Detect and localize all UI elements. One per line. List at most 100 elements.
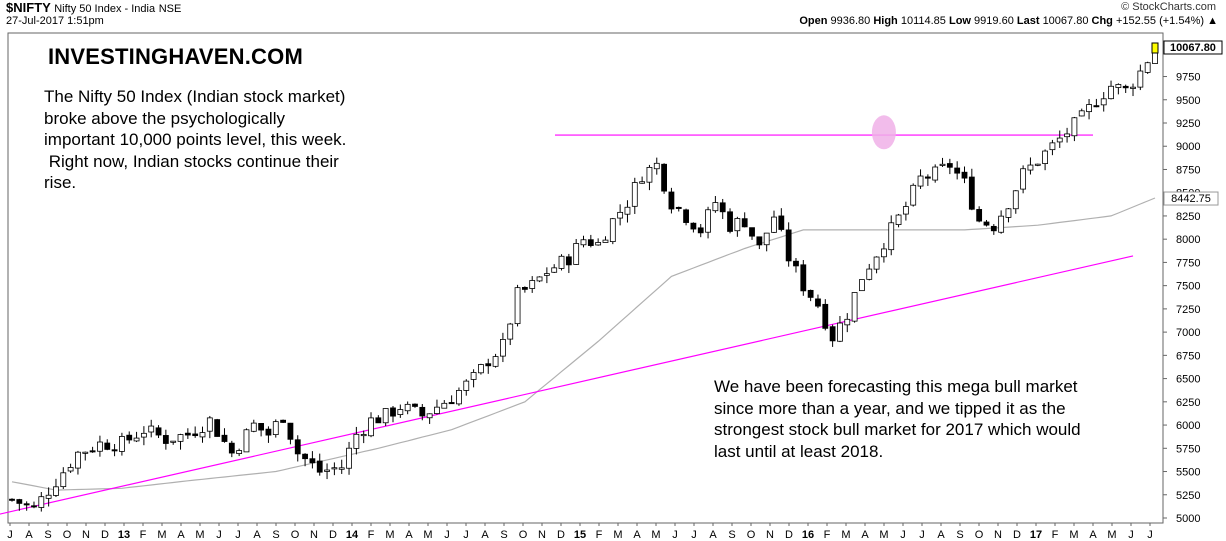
candle-body <box>727 211 733 232</box>
candle-body <box>580 239 587 246</box>
x-tick-label: A <box>633 529 641 541</box>
y-tick-label: 7750 <box>1176 257 1200 269</box>
y-tick-label: 5500 <box>1176 467 1200 479</box>
candle-body <box>558 255 565 269</box>
x-tick-label: D <box>785 529 793 541</box>
candle-body <box>470 372 477 380</box>
x-tick-label: F <box>140 529 147 541</box>
candle-body <box>199 432 206 438</box>
candle-body <box>45 494 52 499</box>
candle-body <box>968 176 975 210</box>
candle-body <box>500 339 506 357</box>
annotation-left-line: The Nifty 50 Index (Indian stock market) <box>44 87 346 106</box>
annotation-left-line: important 10,000 points level, this week… <box>44 130 347 149</box>
candle-body <box>16 499 23 504</box>
x-tick-label: A <box>253 529 261 541</box>
x-tick-label: F <box>824 529 831 541</box>
candle-body <box>1122 85 1129 89</box>
candle-body <box>1012 190 1019 210</box>
candle-body <box>1027 164 1034 171</box>
candle-body <box>697 227 704 234</box>
candle-body <box>126 434 133 441</box>
candle-body <box>895 214 902 225</box>
candle-body <box>9 498 15 501</box>
high-value: 10114.85 <box>900 15 946 27</box>
candle-body <box>155 427 162 436</box>
x-tick-label: J <box>7 529 13 541</box>
credit: © StockCharts.com <box>1121 1 1216 13</box>
y-tick-label: 5000 <box>1176 513 1200 525</box>
x-tick-label: O <box>63 529 72 541</box>
candle-body <box>983 221 990 226</box>
x-tick-label: D <box>1013 529 1021 541</box>
candle-body <box>902 206 909 215</box>
candle-body <box>888 222 895 251</box>
candle-body <box>119 436 125 452</box>
candle-body <box>250 422 257 432</box>
x-tick-label: M <box>879 529 888 541</box>
candle-body <box>258 423 265 431</box>
candle-body <box>353 433 360 449</box>
candle-body <box>741 218 748 228</box>
candle-body <box>294 439 301 455</box>
candle-body <box>170 440 177 443</box>
candle-body <box>829 326 836 342</box>
candle-body <box>859 279 865 292</box>
candle-body <box>763 232 770 246</box>
ma-label-box <box>1163 191 1219 206</box>
annotation-left-line: broke above the psychologically <box>44 108 285 128</box>
candle-body <box>1078 110 1085 117</box>
y-tick-label: 8250 <box>1176 211 1200 223</box>
candle-body <box>1108 85 1114 100</box>
y-tick-label: 7250 <box>1176 304 1200 316</box>
annotation-right-line: last until at least 2018. <box>714 441 884 461</box>
candle-body <box>1144 62 1151 73</box>
x-tick-label: O <box>519 529 528 541</box>
candle-body <box>976 209 983 222</box>
candle-body <box>419 406 426 417</box>
last-price-box <box>1163 40 1223 55</box>
candle-body <box>316 460 323 473</box>
y-tick-label: 9000 <box>1176 141 1200 153</box>
candle-body <box>609 218 616 242</box>
candle-body <box>192 433 199 437</box>
candle-body <box>924 176 931 179</box>
x-tick-label: M <box>423 529 432 541</box>
candle-body <box>1034 163 1041 166</box>
candle-body <box>778 215 785 230</box>
candle-body <box>397 409 404 415</box>
candle-body <box>331 467 338 470</box>
last-price-label: 10067.80 <box>1163 40 1223 55</box>
candle-body <box>133 437 140 442</box>
x-tick-label: 13 <box>118 529 130 541</box>
x-tick-label: J <box>444 529 450 541</box>
x-tick-label: M <box>841 529 850 541</box>
candle-body <box>338 467 345 470</box>
candle-body <box>177 434 184 442</box>
candle-body <box>851 292 858 322</box>
open-value: 9936.80 <box>830 15 871 27</box>
annotation-left-line: Right now, Indian stocks continue their <box>44 151 339 171</box>
candle-body <box>939 163 946 166</box>
plot-frame <box>7 32 1164 524</box>
candle-body <box>243 429 250 453</box>
candle-body <box>23 503 30 506</box>
candle-body <box>140 432 147 438</box>
candle-body <box>712 202 719 212</box>
candle-body <box>837 322 843 342</box>
candle-body <box>31 505 37 508</box>
x-tick-label: N <box>82 529 90 541</box>
candle-body <box>97 441 103 452</box>
moving-average-label: 8442.75 <box>1163 191 1219 206</box>
support-trendline <box>0 255 1134 515</box>
x-tick-label: 16 <box>802 529 814 541</box>
candle-body <box>521 286 528 290</box>
candle-body <box>998 215 1005 233</box>
x-tick-label: D <box>329 529 337 541</box>
x-tick-label: J <box>1147 529 1153 541</box>
candle-body <box>1005 208 1012 218</box>
candle-body <box>683 209 689 223</box>
candle-body <box>214 419 221 437</box>
moving-average-line <box>11 197 1156 491</box>
